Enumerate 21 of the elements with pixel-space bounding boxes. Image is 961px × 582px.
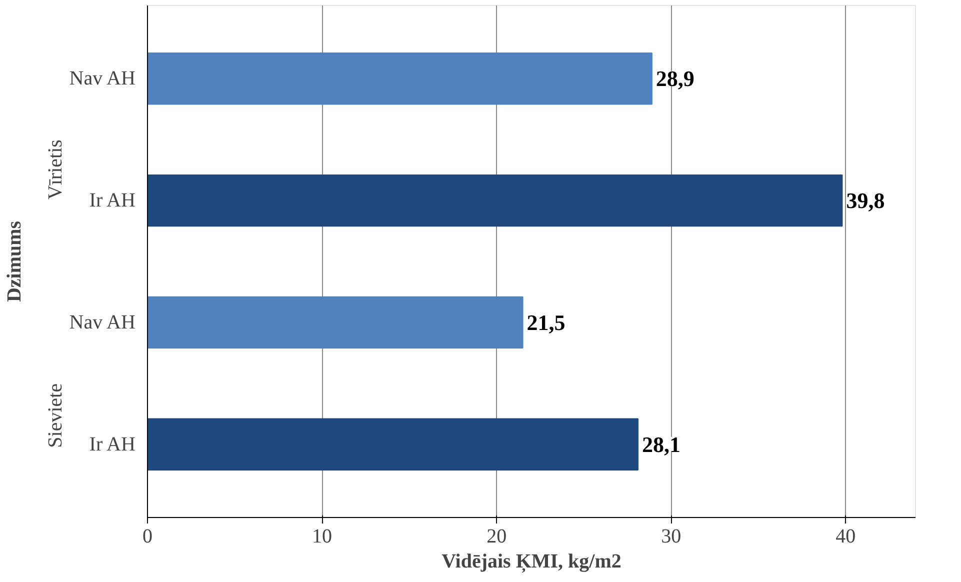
- data-label: 28,1: [642, 432, 680, 457]
- y-tick-label: Nav AH: [69, 68, 136, 90]
- bar: [148, 296, 524, 349]
- x-tick-label: 30: [661, 526, 682, 548]
- y-tick-label: Ir AH: [89, 190, 136, 212]
- x-tick-label: 20: [486, 526, 507, 548]
- x-tick-label: 0: [142, 526, 152, 548]
- data-label: 21,5: [526, 310, 566, 335]
- text: Sieviete: [44, 383, 66, 448]
- bar: [148, 174, 843, 227]
- data-label: 28,9: [656, 66, 694, 92]
- bar: [148, 52, 652, 105]
- text: Vīrietis: [44, 139, 66, 200]
- x-tick-label: 40: [836, 526, 856, 548]
- data-label: 39,8: [846, 188, 885, 214]
- x-axis-title: Vidējais ĶMI, kg/m2: [442, 550, 622, 574]
- y-tick-label: Ir AH: [89, 433, 136, 456]
- y-tick-label: Nav AH: [69, 311, 136, 334]
- bar: [148, 418, 638, 470]
- x-tick-label: 10: [312, 526, 332, 548]
- y-axis-title: Dzimums: [4, 220, 26, 302]
